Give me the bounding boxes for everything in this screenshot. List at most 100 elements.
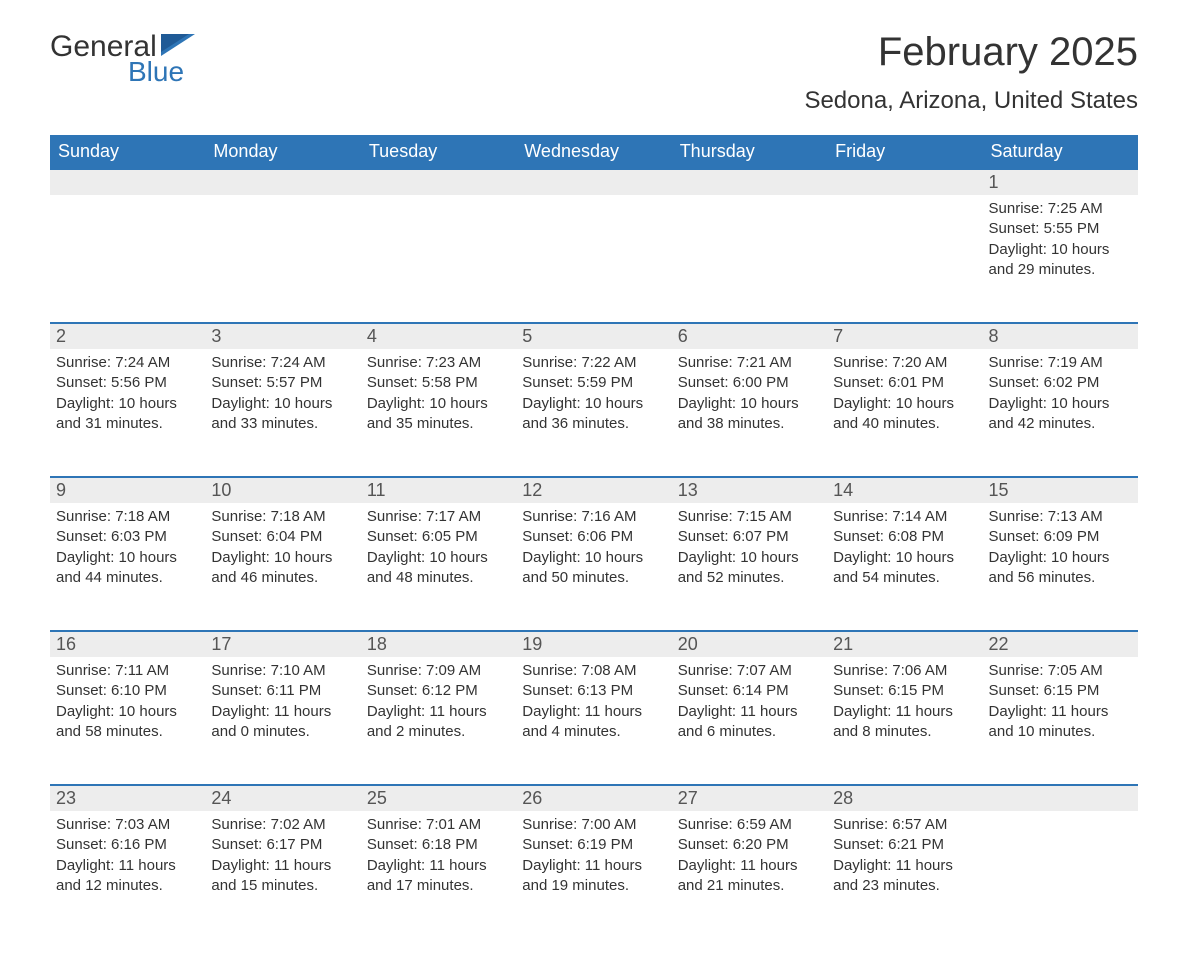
day-cell: Sunrise: 6:59 AMSunset: 6:20 PMDaylight:… (672, 811, 827, 939)
day-content: Sunrise: 7:15 AMSunset: 6:07 PMDaylight:… (672, 503, 827, 598)
sunrise-text: Sunrise: 7:17 AM (367, 507, 510, 527)
sunset-text: Sunset: 6:17 PM (211, 835, 354, 855)
sunset-text: Sunset: 5:56 PM (56, 373, 199, 393)
day-number (983, 786, 1138, 811)
day-content: Sunrise: 7:05 AMSunset: 6:15 PMDaylight:… (983, 657, 1138, 752)
sunrise-text: Sunrise: 6:57 AM (833, 815, 976, 835)
sunset-text: Sunset: 5:59 PM (522, 373, 665, 393)
month-title: February 2025 (804, 30, 1138, 75)
day-cell: Sunrise: 7:25 AMSunset: 5:55 PMDaylight:… (983, 195, 1138, 323)
day-cell (827, 195, 982, 323)
day-number: 4 (361, 324, 516, 349)
week-row: Sunrise: 7:18 AMSunset: 6:03 PM Daylight:… (50, 503, 1138, 631)
day-content: Sunrise: 7:25 AMSunset: 5:55 PMDaylight:… (983, 195, 1138, 290)
logo-blue-text: Blue (128, 56, 184, 88)
day-number: 3 (205, 324, 360, 349)
daylight-text: Daylight: 11 hours and 15 minutes. (211, 856, 354, 897)
daylight-text: Daylight: 10 hours and 38 minutes. (678, 394, 821, 435)
day-cell: Sunrise: 7:06 AMSunset: 6:15 PMDaylight:… (827, 657, 982, 785)
day-cell: Sunrise: 7:03 AMSunset: 6:16 PMDaylight:… (50, 811, 205, 939)
sunset-text: Sunset: 6:08 PM (833, 527, 976, 547)
sunrise-text: Sunrise: 6:59 AM (678, 815, 821, 835)
day-cell (672, 195, 827, 323)
daynum-row: 1 (50, 169, 1138, 195)
sunrise-text: Sunrise: 7:14 AM (833, 507, 976, 527)
daylight-text: Daylight: 10 hours and 35 minutes. (367, 394, 510, 435)
sunrise-text: Sunrise: 7:25 AM (989, 199, 1132, 219)
day-number: 16 (50, 632, 205, 657)
day-content: Sunrise: 7:18 AMSunset: 6:04 PMDaylight:… (205, 503, 360, 598)
weekday-header: Friday (827, 135, 982, 169)
sunrise-text: Sunrise: 7:06 AM (833, 661, 976, 681)
daylight-text: Daylight: 10 hours and 56 minutes. (989, 548, 1132, 589)
sunset-text: Sunset: 5:57 PM (211, 373, 354, 393)
week-row: Sunrise: 7:03 AMSunset: 6:16 PMDaylight:… (50, 811, 1138, 939)
daylight-text: Daylight: 10 hours and 58 minutes. (56, 702, 199, 743)
day-cell (205, 195, 360, 323)
sunrise-text: Sunrise: 7:08 AM (522, 661, 665, 681)
day-cell: Sunrise: 6:57 AMSunset: 6:21 PMDaylight:… (827, 811, 982, 939)
sunrise-text: Sunrise: 7:15 AM (678, 507, 821, 527)
sunrise-text: Sunrise: 7:00 AM (522, 815, 665, 835)
sunrise-text: Sunrise: 7:03 AM (56, 815, 199, 835)
day-content: Sunrise: 7:00 AMSunset: 6:19 PMDaylight:… (516, 811, 671, 906)
day-cell: Sunrise: 7:14 AMSunset: 6:08 PMDaylight:… (827, 503, 982, 631)
day-number (516, 170, 671, 195)
daylight-text: Daylight: 10 hours and 48 minutes. (367, 548, 510, 589)
location-text: Sedona, Arizona, United States (804, 87, 1138, 115)
sunset-text: Sunset: 6:15 PM (833, 681, 976, 701)
day-number: 20 (672, 632, 827, 657)
daylight-text: Daylight: 10 hours and 40 minutes. (833, 394, 976, 435)
sunrise-text: Sunrise: 7:21 AM (678, 353, 821, 373)
day-cell: Sunrise: 7:15 AMSunset: 6:07 PMDaylight:… (672, 503, 827, 631)
day-cell (983, 811, 1138, 939)
day-content: Sunrise: 7:24 AMSunset: 5:57 PMDaylight:… (205, 349, 360, 444)
day-number: 8 (983, 324, 1138, 349)
sunset-text: Sunset: 5:58 PM (367, 373, 510, 393)
day-number: 17 (205, 632, 360, 657)
day-cell: Sunrise: 7:05 AMSunset: 6:15 PMDaylight:… (983, 657, 1138, 785)
daylight-text: Daylight: 11 hours and 17 minutes. (367, 856, 510, 897)
day-number: 18 (361, 632, 516, 657)
daylight-text: Daylight: 10 hours and 31 minutes. (56, 394, 199, 435)
day-number: 19 (516, 632, 671, 657)
day-number: 9 (50, 478, 205, 503)
day-number: 26 (516, 786, 671, 811)
daylight-text: Daylight: 11 hours and 2 minutes. (367, 702, 510, 743)
week-row: Sunrise: 7:11 AMSunset: 6:10 PMDaylight:… (50, 657, 1138, 785)
day-cell: Sunrise: 7:19 AMSunset: 6:02 PMDaylight:… (983, 349, 1138, 477)
day-number (50, 170, 205, 195)
day-cell: Sunrise: 7:24 AMSunset: 5:56 PMDaylight:… (50, 349, 205, 477)
day-number: 23 (50, 786, 205, 811)
day-content: Sunrise: 7:06 AMSunset: 6:15 PMDaylight:… (827, 657, 982, 752)
day-cell (50, 195, 205, 323)
day-content: Sunrise: 7:09 AMSunset: 6:12 PMDaylight:… (361, 657, 516, 752)
sunrise-text: Sunrise: 7:07 AM (678, 661, 821, 681)
sunset-text: Sunset: 6:12 PM (367, 681, 510, 701)
day-cell: Sunrise: 7:23 AMSunset: 5:58 PMDaylight:… (361, 349, 516, 477)
day-content: Sunrise: 7:17 AMSunset: 6:05 PMDaylight:… (361, 503, 516, 598)
day-cell: Sunrise: 7:08 AMSunset: 6:13 PMDaylight:… (516, 657, 671, 785)
sunset-text: Sunset: 6:03 PM (56, 527, 199, 547)
sunrise-text: Sunrise: 7:18 AM (56, 507, 199, 527)
daylight-text: Daylight: 11 hours and 23 minutes. (833, 856, 976, 897)
day-number: 10 (205, 478, 360, 503)
day-content: Sunrise: 7:18 AMSunset: 6:03 PMDaylight:… (50, 503, 205, 598)
day-cell: Sunrise: 7:09 AMSunset: 6:12 PMDaylight:… (361, 657, 516, 785)
day-cell (516, 195, 671, 323)
day-content: Sunrise: 7:24 AMSunset: 5:56 PMDaylight:… (50, 349, 205, 444)
sunrise-text: Sunrise: 7:09 AM (367, 661, 510, 681)
day-content: Sunrise: 7:23 AMSunset: 5:58 PMDaylight:… (361, 349, 516, 444)
day-cell: Sunrise: 7:24 AMSunset: 5:57 PMDaylight:… (205, 349, 360, 477)
day-content: Sunrise: 7:11 AMSunset: 6:10 PMDaylight:… (50, 657, 205, 752)
sunset-text: Sunset: 6:20 PM (678, 835, 821, 855)
sunrise-text: Sunrise: 7:02 AM (211, 815, 354, 835)
day-number: 28 (827, 786, 982, 811)
day-content: Sunrise: 7:02 AMSunset: 6:17 PMDaylight:… (205, 811, 360, 906)
day-cell: Sunrise: 7:02 AMSunset: 6:17 PMDaylight:… (205, 811, 360, 939)
sunset-text: Sunset: 6:09 PM (989, 527, 1132, 547)
day-number: 6 (672, 324, 827, 349)
day-number (205, 170, 360, 195)
weekday-header-row: Sunday Monday Tuesday Wednesday Thursday… (50, 135, 1138, 169)
day-cell: Sunrise: 7:01 AMSunset: 6:18 PMDaylight:… (361, 811, 516, 939)
